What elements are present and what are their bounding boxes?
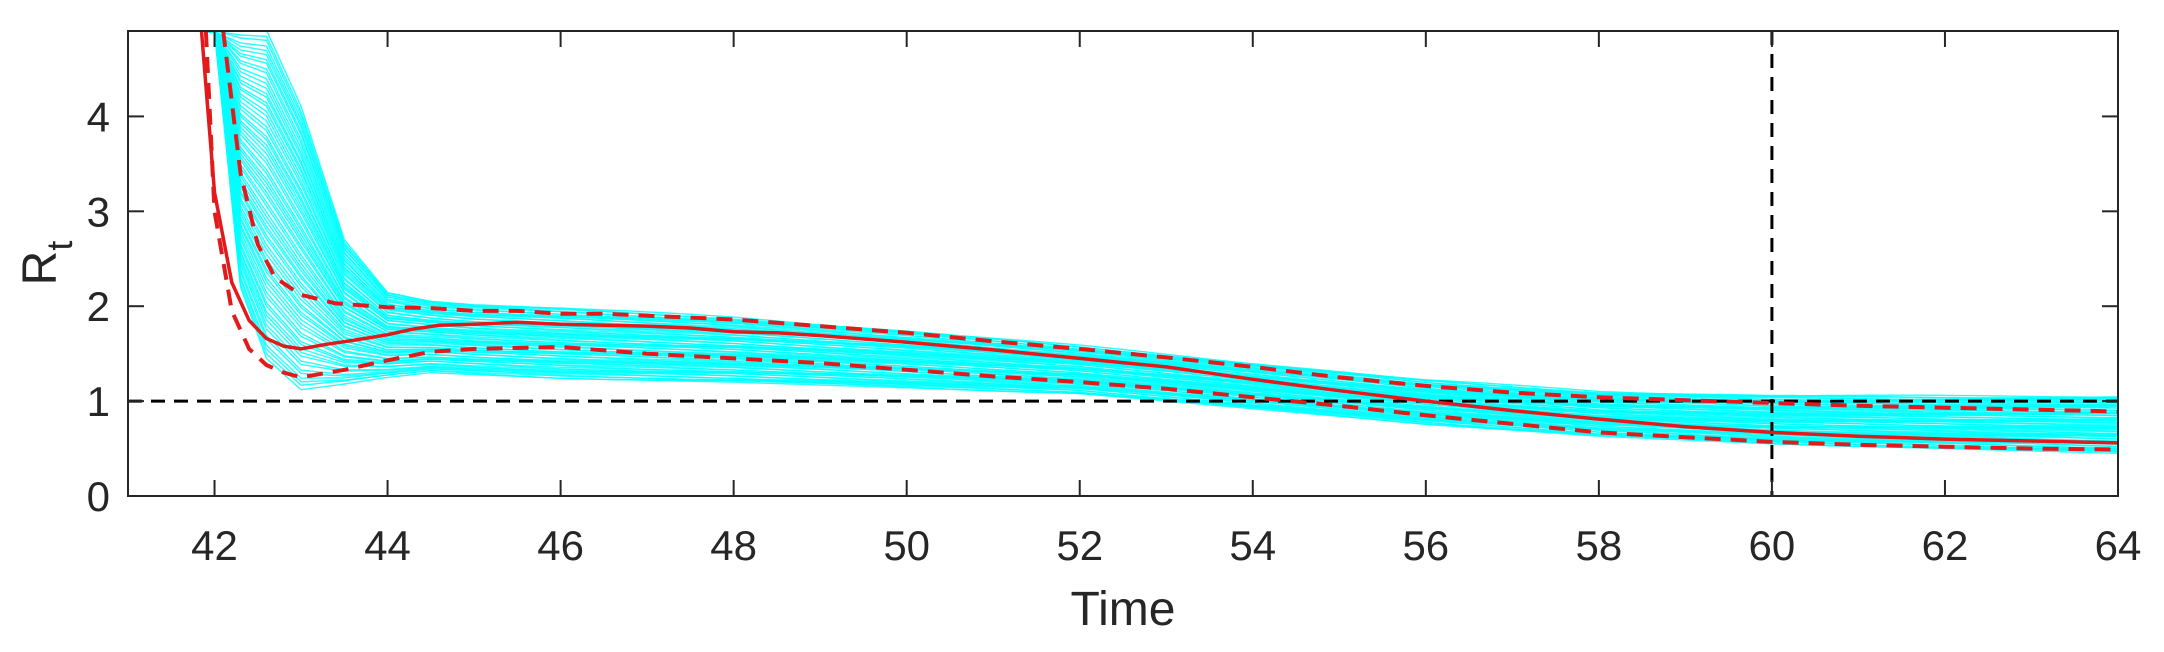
x-tick-label: 46: [537, 522, 584, 569]
y-tick-label: 0: [87, 473, 110, 520]
y-axis-title-subscript: t: [39, 241, 80, 251]
x-tick-label: 56: [1402, 522, 1449, 569]
x-tick-label: 48: [710, 522, 757, 569]
summary-series: [199, 31, 2118, 452]
series-lower-bound: [203, 31, 2118, 452]
ensemble-trajectory: [266, 31, 2118, 398]
y-axis-title: Rt: [14, 241, 80, 286]
x-tick-label: 42: [191, 522, 238, 569]
y-tick-label: 2: [87, 283, 110, 330]
x-tick-label: 64: [2095, 522, 2142, 569]
svg-text:Rt: Rt: [14, 241, 80, 286]
y-tick-label: 3: [87, 188, 110, 235]
x-tick-label: 60: [1749, 522, 1796, 569]
x-tick-label: 50: [883, 522, 930, 569]
x-tick-label: 58: [1576, 522, 1623, 569]
x-tick-label: 52: [1056, 522, 1103, 569]
x-tick-label: 44: [364, 522, 411, 569]
y-tick-label: 1: [87, 378, 110, 425]
series-median: [199, 31, 2118, 445]
y-axis-title-main: R: [14, 251, 67, 286]
x-tick-label: 54: [1229, 522, 1276, 569]
series-upper-bound: [221, 31, 2118, 414]
reference-lines: [128, 31, 2118, 496]
x-tick-label: 62: [1922, 522, 1969, 569]
y-tick-label: 4: [87, 93, 110, 140]
axes-box: [127, 30, 2119, 497]
axis-ticks: 42 44 46 48 50 52 54 56 58 60 62 64 0 1 2 3 4: [87, 31, 2142, 569]
x-axis-title: Time: [1071, 583, 1176, 636]
